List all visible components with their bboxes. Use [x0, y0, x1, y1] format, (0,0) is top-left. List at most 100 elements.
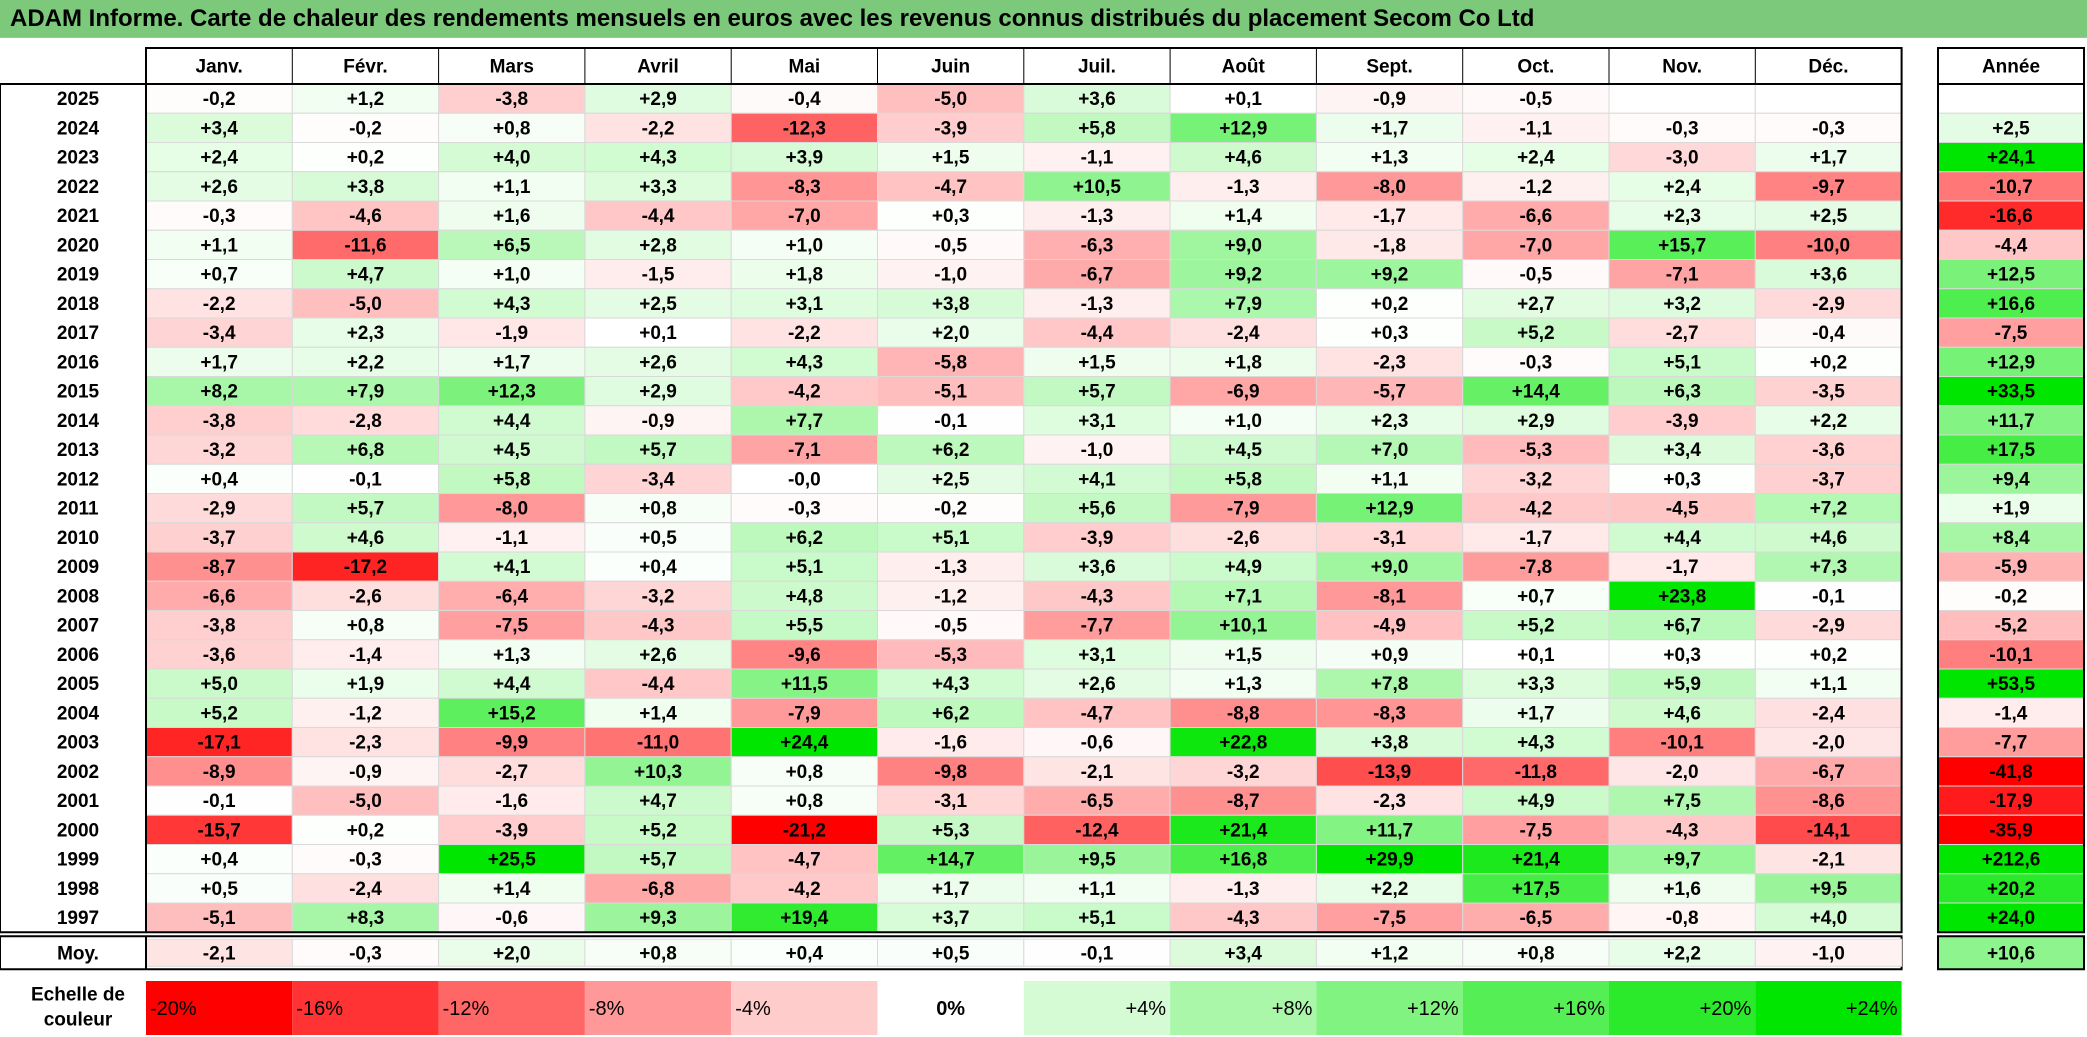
cell-value: -10,1	[1660, 733, 1704, 754]
cell-value: +2,4	[1663, 177, 1701, 198]
heatmap-cell	[1462, 522, 1610, 553]
heatmap-cell	[1462, 610, 1610, 641]
cell-value: -11,8	[1515, 762, 1557, 783]
month-header-11: Nov.	[1662, 57, 1702, 78]
heatmap-cell	[1754, 376, 1903, 407]
cell-value: -4,2	[788, 382, 821, 403]
heatmap-cell	[584, 434, 732, 465]
cell-value: -6,7	[1812, 762, 1845, 783]
heatmap-cell	[438, 873, 586, 904]
cell-value: -0,6	[1081, 733, 1114, 754]
year-label-2009: 2009	[57, 557, 99, 578]
cell-value: -8,3	[1373, 703, 1406, 724]
cell-value: -7,5	[495, 616, 528, 637]
year-label-2025: 2025	[57, 89, 100, 110]
cell-value: -3,4	[203, 323, 236, 344]
cell-value: +0,5	[200, 879, 238, 900]
cell-value: -0,9	[349, 762, 382, 783]
heatmap-cell	[1023, 346, 1171, 377]
heatmap-cell	[877, 463, 1025, 494]
month-header-9: Sept.	[1366, 57, 1412, 78]
cell-value: +1,1	[200, 235, 238, 256]
heatmap-cell	[291, 434, 440, 465]
cell-value: +5,1	[786, 557, 824, 578]
cell-value: -0,2	[349, 118, 382, 139]
annual-value: -5,2	[1995, 616, 2028, 637]
cell-value: +11,5	[781, 674, 828, 695]
cell-value: +4,6	[347, 528, 385, 549]
heatmap-cell	[438, 288, 586, 319]
cell-value: -1,7	[1373, 206, 1406, 227]
cell-value: +22,8	[1219, 733, 1267, 754]
heatmap-cell	[1462, 229, 1610, 260]
cell-value: -9,8	[934, 762, 967, 783]
cell-value: -2,9	[1812, 294, 1845, 315]
cell-value: -4,6	[349, 206, 382, 227]
cell-value: +0,7	[200, 265, 238, 286]
heatmap-cell	[730, 697, 879, 728]
cell-value: +4,7	[639, 791, 677, 812]
cell-value: +0,2	[347, 148, 385, 169]
heatmap-cell	[1462, 756, 1610, 787]
cell-value: +4,3	[932, 674, 970, 695]
heatmap-cell	[1315, 376, 1464, 407]
heatmap-cell	[1023, 259, 1171, 290]
scale-step-label: +24%	[1846, 998, 1898, 1020]
heatmap-cell	[1608, 171, 1756, 202]
heatmap-cell	[1315, 405, 1464, 436]
cell-value: +9,5	[1078, 850, 1116, 871]
year-label-2024: 2024	[57, 118, 100, 139]
heatmap-cell	[1608, 200, 1756, 231]
average-cell	[291, 938, 440, 967]
cell-value: +5,9	[1663, 674, 1701, 695]
cell-value: -4,3	[642, 616, 675, 637]
cell-value: +2,8	[639, 235, 677, 256]
average-cell	[730, 938, 879, 967]
heatmap-cell	[438, 580, 586, 611]
cell-value: +1,1	[1371, 469, 1409, 490]
scale-swatch	[1462, 981, 1609, 1035]
cell-value: -1,2	[1519, 177, 1552, 198]
cell-value: +7,8	[1371, 674, 1409, 695]
cell-value: +5,2	[200, 703, 238, 724]
heatmap-cell	[877, 697, 1025, 728]
heatmap-cell	[1315, 434, 1464, 465]
cell-value: +9,3	[639, 908, 677, 929]
scale-swatch	[1170, 981, 1317, 1035]
cell-value: +2,2	[1810, 411, 1848, 432]
heatmap-cell	[1169, 580, 1317, 611]
heatmap-cell	[1462, 405, 1610, 436]
cell-value: +0,4	[200, 850, 238, 871]
cell-value: +1,7	[1517, 703, 1555, 724]
heatmap-cell	[1023, 434, 1171, 465]
cell-value: -6,9	[1227, 382, 1260, 403]
heatmap-cell	[145, 346, 293, 377]
cell-value: +0,4	[639, 557, 677, 578]
cell-value: -2,7	[495, 762, 528, 783]
cell-value: +1,1	[493, 177, 531, 198]
heatmap-cell	[1608, 229, 1756, 260]
average-value: +2,0	[493, 943, 531, 964]
heatmap-cell	[291, 668, 440, 699]
cell-value: +1,4	[493, 879, 531, 900]
scale-swatch	[146, 981, 293, 1035]
cell-value: +1,5	[1224, 645, 1262, 666]
cell-value: +1,7	[200, 352, 238, 373]
heatmap-cell	[291, 288, 440, 319]
heatmap-cell	[1462, 83, 1610, 114]
average-value: +0,4	[786, 943, 824, 964]
heatmap-cell	[1754, 317, 1903, 348]
cell-value: +3,8	[932, 294, 970, 315]
heatmap-cell	[291, 346, 440, 377]
cell-value: +3,1	[786, 294, 824, 315]
cell-value: -3,1	[1373, 528, 1406, 549]
heatmap-cell	[1169, 317, 1317, 348]
heatmap-cell	[1169, 785, 1317, 816]
heatmap-cell	[438, 112, 586, 143]
cell-value: +1,4	[639, 703, 677, 724]
heatmap-cell	[1754, 697, 1903, 728]
cell-value: -0,5	[934, 616, 967, 637]
scale-step-label: 0%	[936, 998, 965, 1020]
heatmap-cell	[730, 785, 879, 816]
heatmap-cell	[584, 463, 732, 494]
